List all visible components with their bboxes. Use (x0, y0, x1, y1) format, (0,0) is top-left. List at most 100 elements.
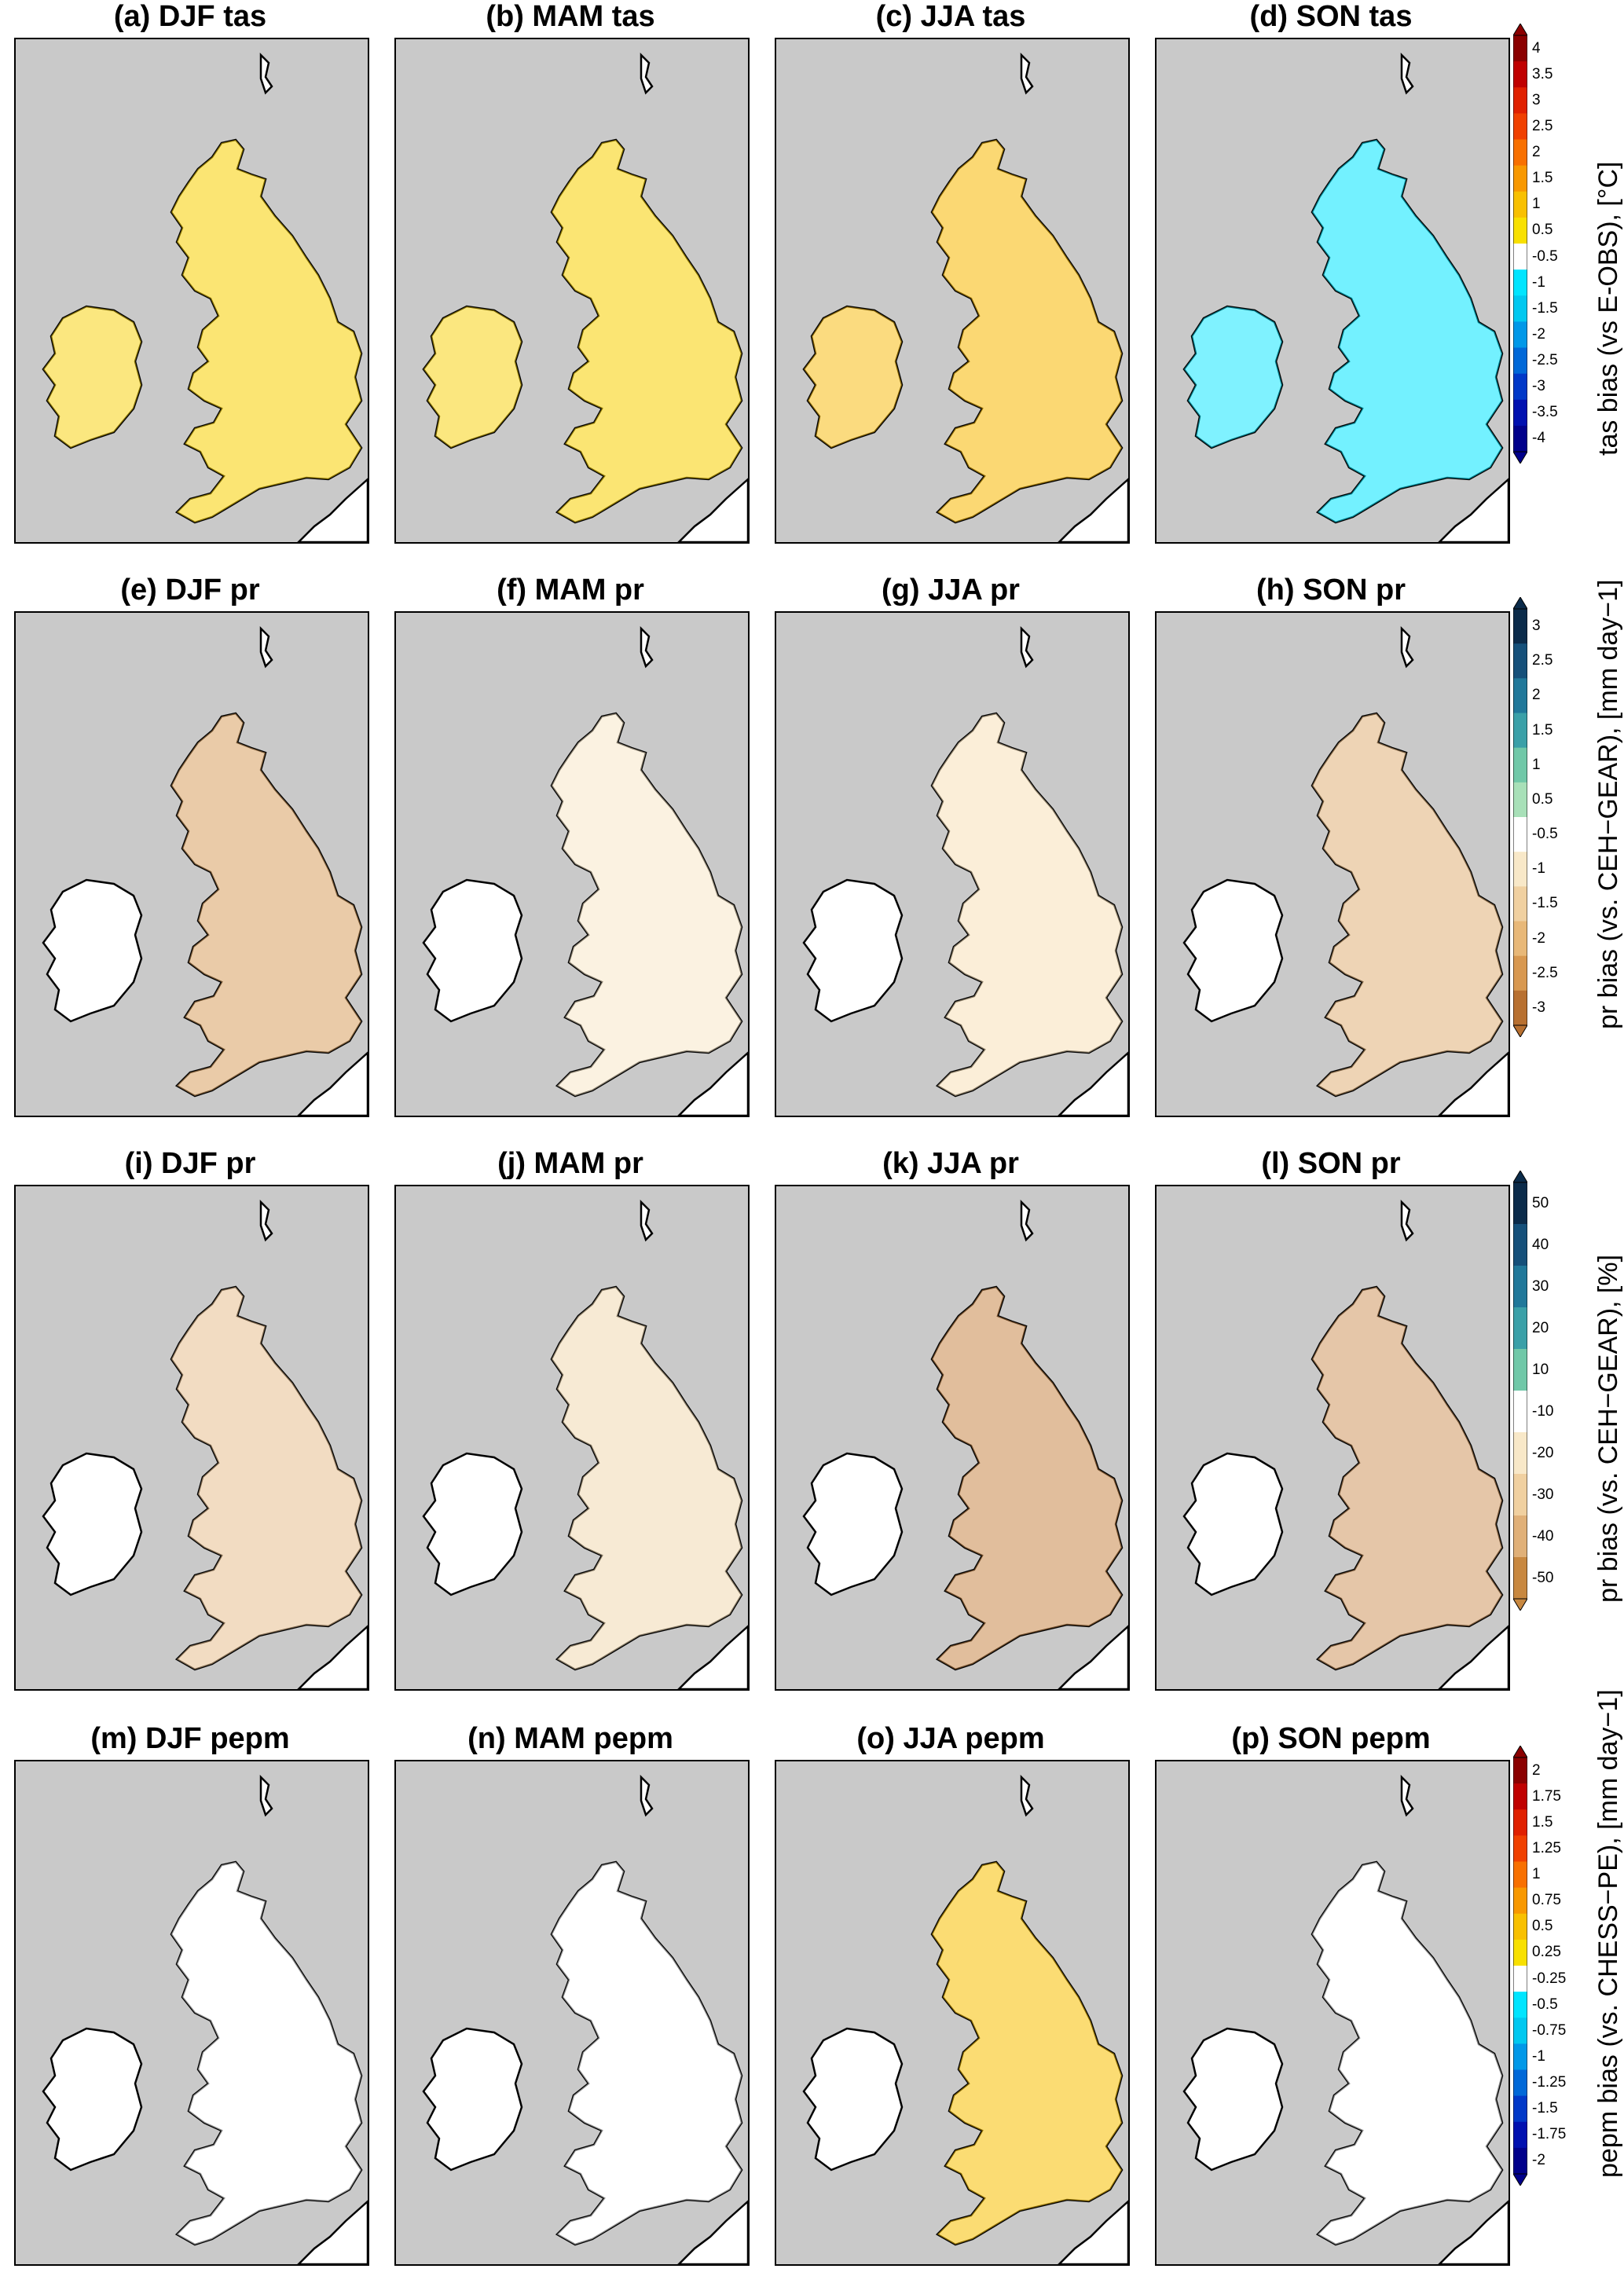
continent-land (1438, 1625, 1509, 1689)
ireland-bias (804, 880, 902, 1021)
colorbar-tick: 30 (1532, 1277, 1549, 1295)
colorbar-segment (1513, 643, 1527, 679)
ireland-bias (1184, 2029, 1282, 2170)
panel-title: (h) SON pr (1256, 574, 1406, 607)
colorbar-segment (1513, 990, 1527, 1026)
colorbar-arrow-bottom (1512, 1598, 1528, 1611)
map-panel (1155, 611, 1510, 1117)
great-britain-bias (1312, 1862, 1502, 2245)
colorbar-segment (1513, 1516, 1527, 1558)
ireland-bias (43, 880, 141, 1021)
colorbar-segment (1513, 35, 1527, 62)
colorbar-tick: 3.5 (1532, 65, 1553, 82)
colorbar-segment (1513, 1432, 1527, 1475)
colorbar-segment (1513, 886, 1527, 922)
colorbar-tick: -3 (1532, 999, 1545, 1016)
map-panel (394, 1760, 750, 2266)
colorbar-segment (1513, 269, 1527, 296)
colorbar-segment (1513, 1182, 1527, 1225)
continent-land (677, 1625, 748, 1689)
colorbar-tick: 1.25 (1532, 1839, 1561, 1856)
ireland-bias (804, 1453, 902, 1595)
panel-title: (i) DJF pr (124, 1147, 256, 1180)
panel-title: (n) MAM pepm (467, 1722, 673, 1755)
colorbar-tick: 0.5 (1532, 790, 1553, 808)
colorbar-segment (1513, 1266, 1527, 1308)
colorbar-segment (1513, 244, 1527, 270)
colorbar-segment (1513, 609, 1527, 644)
ireland-land (1182, 878, 1284, 1023)
shetland-island (1020, 1774, 1034, 1817)
colorbar-arrow-top (1512, 596, 1528, 610)
continent-land (297, 2200, 368, 2264)
great-britain-bias (1312, 1287, 1502, 1669)
ireland-land (422, 1452, 523, 1596)
continent-land (1058, 1051, 1128, 1116)
colorbar-tick: -2 (1532, 2152, 1545, 2169)
shetland-island (1020, 1199, 1034, 1242)
ireland-bias (43, 2029, 141, 2170)
map-panel (14, 1185, 369, 1691)
colorbar-label: pr bias (vs. CEH−GEAR), [%] (1593, 1254, 1623, 1603)
colorbar-segment (1513, 1939, 1527, 1966)
colorbar-tick: 1 (1532, 756, 1541, 773)
ireland-bias (43, 306, 141, 448)
colorbar-segment (1513, 217, 1527, 244)
shetland-island (1400, 1199, 1414, 1242)
colorbar-segment (1513, 2095, 1527, 2123)
great-britain-bias (171, 1287, 361, 1669)
colorbar-segment (1513, 1757, 1527, 1784)
colorbar-segment (1513, 425, 1527, 453)
colorbar-tick: 0.75 (1532, 1892, 1561, 1909)
colorbar-arrow-top (1512, 23, 1528, 36)
colorbar-tick: -1.5 (1532, 895, 1558, 912)
colorbar-segment (1513, 113, 1527, 140)
ireland-bias (43, 1453, 141, 1595)
shetland-island (640, 52, 654, 95)
ireland-land (422, 878, 523, 1023)
colorbar-tick: -0.75 (1532, 2021, 1567, 2039)
map-panel (775, 38, 1130, 544)
great-britain-bias (552, 1862, 742, 2245)
shetland-island (259, 1774, 273, 1817)
colorbar-segment (1513, 2121, 1527, 2149)
continent-land (297, 1051, 368, 1116)
colorbar-segment (1513, 347, 1527, 375)
colorbar-segment (1513, 399, 1527, 427)
colorbar-segment (1513, 921, 1527, 957)
shetland-island (640, 1774, 654, 1817)
panel-title: (p) SON pepm (1231, 1722, 1431, 1755)
colorbar-segment (1513, 321, 1527, 348)
colorbar-tick: 2 (1532, 687, 1541, 704)
panel-title: (a) DJF tas (113, 0, 267, 33)
panel-title: (m) DJF pepm (90, 1722, 290, 1755)
shetland-island (1400, 625, 1414, 669)
ireland-land (1182, 1452, 1284, 1596)
colorbar-segment (1513, 678, 1527, 713)
colorbar-segment (1513, 713, 1527, 749)
colorbar-tick: -0.5 (1532, 247, 1558, 265)
colorbar-tick: 3 (1532, 91, 1541, 108)
colorbar-tick: 1.5 (1532, 170, 1553, 187)
colorbar-tick: 1 (1532, 1866, 1541, 1883)
colorbar-tick: 1.75 (1532, 1787, 1561, 1805)
colorbar-tick: 2 (1532, 144, 1541, 161)
map-panel (14, 611, 369, 1117)
great-britain-bias (932, 140, 1122, 522)
ireland-land (42, 878, 143, 1023)
map-panel (775, 1185, 1130, 1691)
great-britain-bias (932, 713, 1122, 1096)
colorbar-segment (1513, 1307, 1527, 1350)
colorbar-tick: -4 (1532, 430, 1545, 447)
map-panel (394, 38, 750, 544)
colorbar-tick: -2.5 (1532, 964, 1558, 981)
colorbar-tick: 0.5 (1532, 1918, 1553, 1935)
colorbar-segment (1513, 1913, 1527, 1941)
colorbar-tick: -50 (1532, 1569, 1554, 1586)
colorbar-segment (1513, 1809, 1527, 1836)
map-panel (1155, 38, 1510, 544)
continent-land (1058, 2200, 1128, 2264)
ireland-land (802, 2027, 904, 2172)
ireland-bias (804, 2029, 902, 2170)
colorbar-tick: -40 (1532, 1527, 1554, 1545)
